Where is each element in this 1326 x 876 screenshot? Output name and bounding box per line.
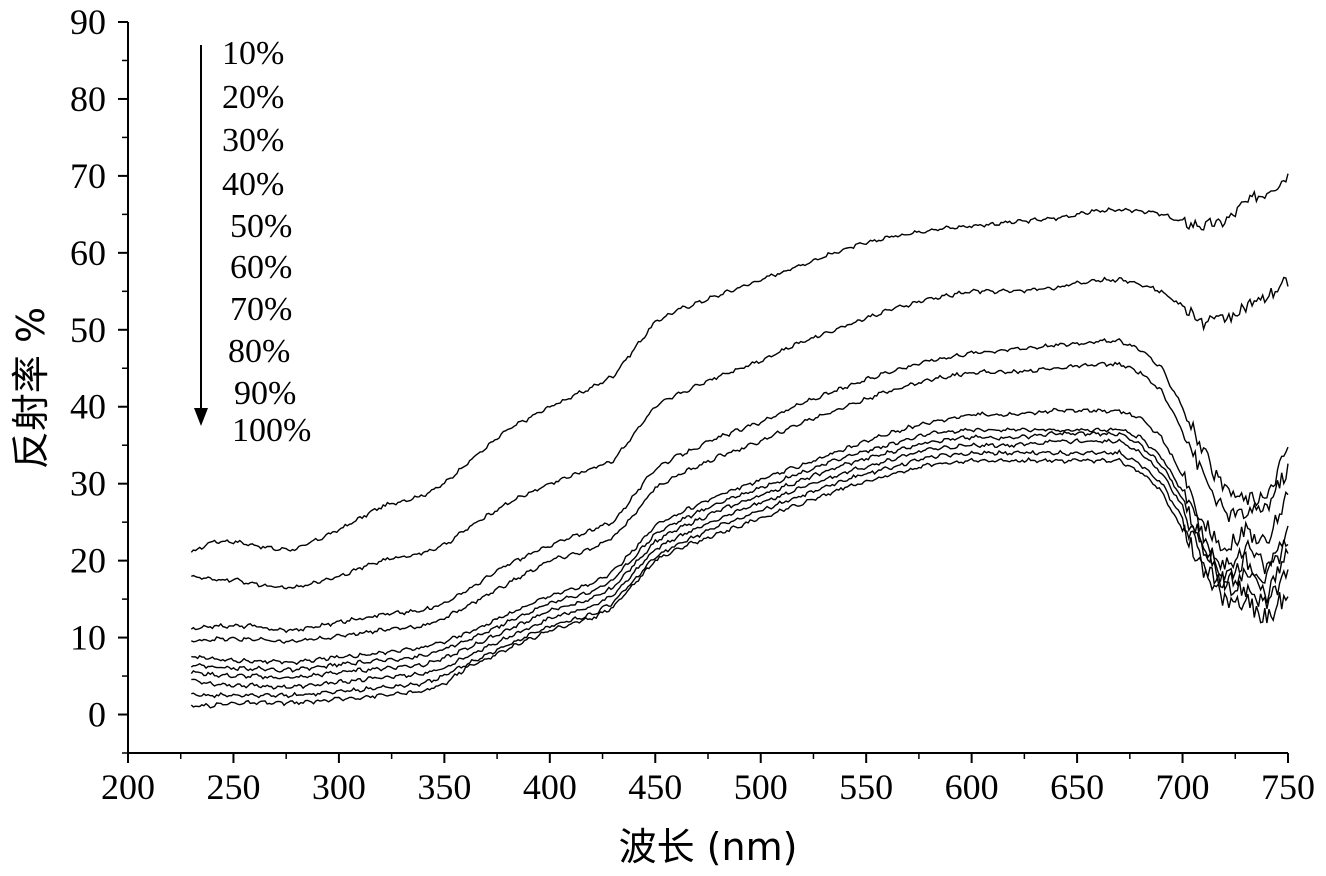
y-axis-title: 反射率 % (9, 307, 53, 469)
y-tick-label: 50 (70, 310, 106, 350)
x-tick-label: 350 (417, 767, 471, 807)
x-tick-label: 300 (312, 767, 366, 807)
legend-label-60%: 60% (230, 249, 292, 286)
x-tick-label: 250 (206, 767, 260, 807)
legend-label-90%: 90% (234, 375, 296, 412)
legend-label-30%: 30% (222, 122, 284, 159)
x-tick-label: 750 (1261, 767, 1315, 807)
y-tick-label: 80 (70, 79, 106, 119)
legend: 10% 20% 30% 40% 50% 60% 70% 80% 90%100% (194, 35, 311, 449)
legend-label-70%: 70% (230, 291, 292, 328)
legend-label-10%: 10% (222, 35, 284, 72)
series-line-70% (191, 432, 1288, 679)
legend-label-50%: 50% (230, 208, 292, 245)
x-tick-label: 550 (839, 767, 893, 807)
x-tick-label: 600 (945, 767, 999, 807)
series-line-80% (191, 439, 1288, 689)
y-tick-label: 30 (70, 464, 106, 504)
x-tick-label: 650 (1050, 767, 1104, 807)
x-tick-label: 700 (1156, 767, 1210, 807)
x-axis-title: 波长 (nm) (619, 825, 798, 869)
legend-label-100%: 100% (232, 412, 311, 449)
y-tick-label: 60 (70, 233, 106, 273)
y-tick-label: 40 (70, 387, 106, 427)
x-tick-label: 500 (734, 767, 788, 807)
x-tick-label: 450 (628, 767, 682, 807)
series-line-90% (191, 450, 1288, 697)
series-line-50% (191, 409, 1288, 665)
y-tick-label: 90 (70, 2, 106, 42)
series-line-20% (191, 278, 1288, 589)
series-line-30% (191, 339, 1288, 632)
y-tick-label: 0 (88, 695, 106, 735)
y-tick-label: 20 (70, 541, 106, 581)
y-tick-label: 70 (70, 156, 106, 196)
legend-label-20%: 20% (222, 79, 284, 116)
x-tick-label: 400 (523, 767, 577, 807)
x-tick-label: 200 (101, 767, 155, 807)
series-layer (191, 174, 1288, 708)
y-tick-label: 10 (70, 618, 106, 658)
legend-label-80%: 80% (228, 333, 290, 370)
legend-arrow-head (194, 408, 208, 426)
legend-label-40%: 40% (222, 166, 284, 203)
